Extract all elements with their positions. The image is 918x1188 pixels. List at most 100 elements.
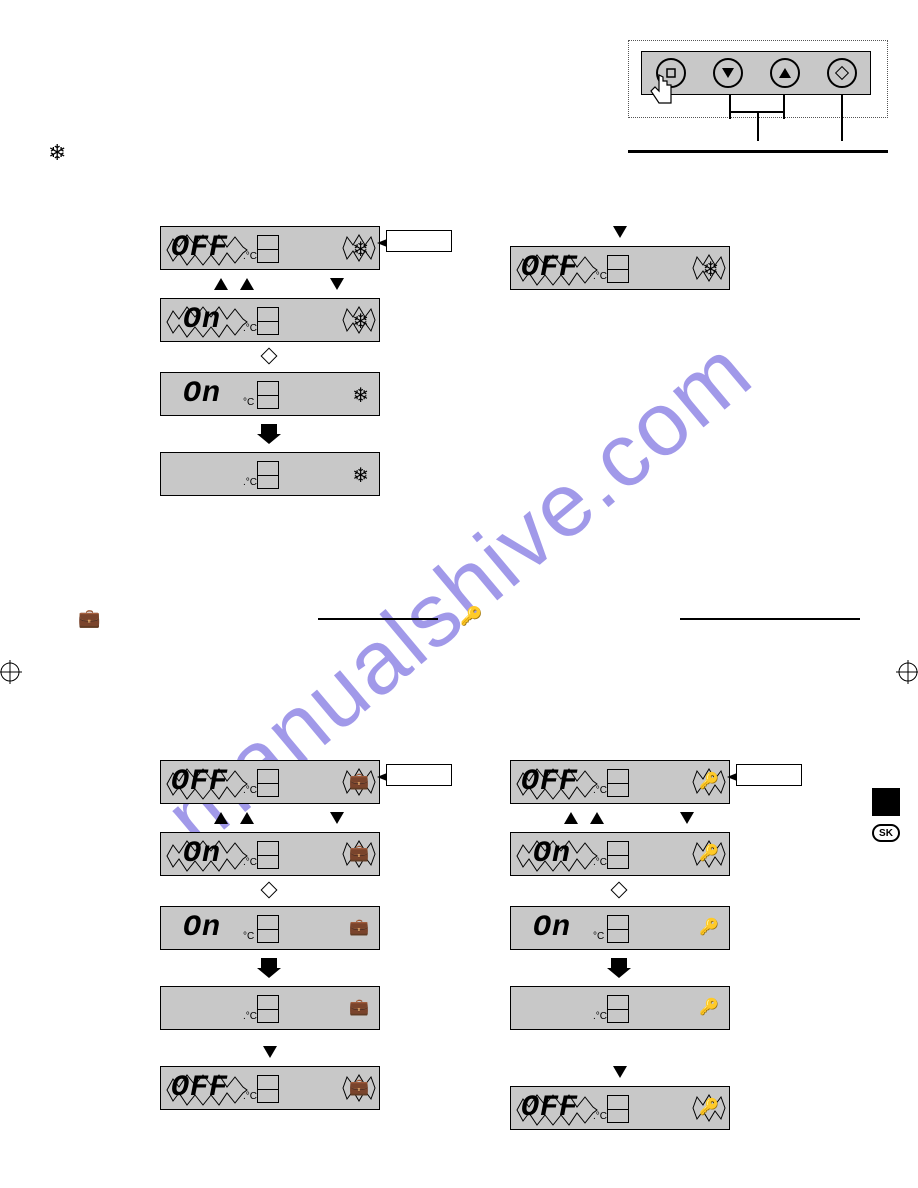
battery-icon (257, 307, 279, 335)
suitcase-icon: 💼 (349, 1077, 369, 1097)
divider (318, 618, 438, 620)
suitcase-icon: 💼 (78, 608, 100, 629)
suitcase-icon: 💼 (349, 771, 369, 791)
diamond-icon (263, 350, 275, 362)
display-value: OFF (171, 1071, 228, 1105)
display-lock-off-final: OFF .°C 🔑 (510, 1086, 730, 1130)
divider (628, 150, 888, 153)
unit-label: °C (593, 931, 604, 942)
up-button[interactable] (770, 58, 800, 88)
display-holiday-off-final: OFF .°C 💼 (160, 1066, 380, 1110)
unit-label: .°C (243, 477, 257, 488)
display-holiday-on: On °C 💼 (160, 906, 380, 950)
divider (680, 618, 860, 620)
sk-badge: SK (872, 824, 900, 842)
key-icon: 🔑 (699, 997, 719, 1017)
battery-icon (607, 995, 629, 1023)
display-freeze-blank: .°C ❄ (160, 452, 380, 496)
unit-label: .°C (593, 1111, 607, 1122)
nav-down-icon (613, 1066, 627, 1078)
battery-icon (257, 915, 279, 943)
display-value: OFF (171, 231, 228, 265)
nav-up-icon (240, 812, 254, 824)
crop-mark-left (0, 660, 22, 684)
confirm-button[interactable] (827, 58, 857, 88)
diamond-icon (613, 884, 625, 896)
display-value: OFF (521, 1091, 578, 1125)
display-value: On (533, 837, 571, 871)
display-freeze-off: OFF .°C ❄ (160, 226, 380, 270)
unit-label: .°C (243, 1091, 257, 1102)
battery-icon (257, 235, 279, 263)
display-holiday-off: OFF .°C 💼 (160, 760, 380, 804)
key-icon: 🔑 (699, 771, 719, 791)
battery-icon (257, 769, 279, 797)
display-freeze-on-burst: On .°C ❄ (160, 298, 380, 342)
display-holiday-blank: .°C 💼 (160, 986, 380, 1030)
callout (386, 230, 452, 252)
nav-up-icon (214, 812, 228, 824)
key-icon: 🔑 (699, 843, 719, 863)
nav-up-icon (590, 812, 604, 824)
key-icon: 🔑 (699, 917, 719, 937)
snowflake-icon: ❄ (352, 383, 369, 408)
callout (386, 764, 452, 786)
key-icon: 🔑 (699, 1097, 719, 1117)
battery-icon (257, 995, 279, 1023)
suitcase-icon: 💼 (349, 997, 369, 1017)
chevron-down-icon (722, 68, 734, 78)
nav-down-icon (330, 278, 344, 290)
side-marker (872, 788, 900, 816)
battery-icon (257, 381, 279, 409)
unit-label: .°C (243, 323, 257, 334)
display-lock-blank: .°C 🔑 (510, 986, 730, 1030)
snowflake-icon: ❄ (48, 140, 66, 166)
connector-line (729, 95, 731, 119)
display-value: OFF (521, 251, 578, 285)
display-freeze-off-right: OFF .°C ❄ (510, 246, 730, 290)
display-value: On (183, 911, 221, 945)
callout (736, 764, 802, 786)
nav-down-icon (263, 1046, 277, 1058)
nav-down-icon (330, 812, 344, 824)
unit-label: .°C (593, 1011, 607, 1022)
battery-icon (607, 769, 629, 797)
unit-label: .°C (593, 857, 607, 868)
display-value: On (183, 837, 221, 871)
unit-label: °C (243, 931, 254, 942)
display-lock-on: On °C 🔑 (510, 906, 730, 950)
nav-up-icon (214, 278, 228, 290)
fat-arrow-down-icon (261, 958, 277, 968)
display-value: OFF (521, 765, 578, 799)
display-value: On (533, 911, 571, 945)
suitcase-icon: 💼 (349, 917, 369, 937)
down-button[interactable] (713, 58, 743, 88)
nav-up-icon (564, 812, 578, 824)
unit-label: °C (243, 397, 254, 408)
display-value: On (183, 303, 221, 337)
unit-label: .°C (243, 251, 257, 262)
crop-mark-right (896, 660, 918, 684)
battery-icon (257, 1075, 279, 1103)
snowflake-icon: ❄ (702, 257, 719, 282)
nav-down-icon (613, 226, 627, 238)
fat-arrow-down-icon (611, 958, 627, 968)
battery-icon (607, 841, 629, 869)
nav-up-icon (240, 278, 254, 290)
display-value: On (183, 377, 221, 411)
chevron-up-icon (779, 68, 791, 78)
control-strip (641, 51, 871, 95)
connector-line (783, 95, 785, 119)
suitcase-icon: 💼 (349, 843, 369, 863)
diamond-icon (834, 66, 848, 80)
menu-button[interactable] (656, 58, 686, 88)
display-lock-on-burst: On .°C 🔑 (510, 832, 730, 876)
key-icon: 🔑 (460, 606, 482, 627)
battery-icon (607, 1095, 629, 1123)
unit-label: .°C (593, 271, 607, 282)
unit-label: .°C (243, 857, 257, 868)
battery-icon (257, 461, 279, 489)
snowflake-icon: ❄ (352, 463, 369, 488)
nav-down-icon (680, 812, 694, 824)
unit-label: .°C (593, 785, 607, 796)
